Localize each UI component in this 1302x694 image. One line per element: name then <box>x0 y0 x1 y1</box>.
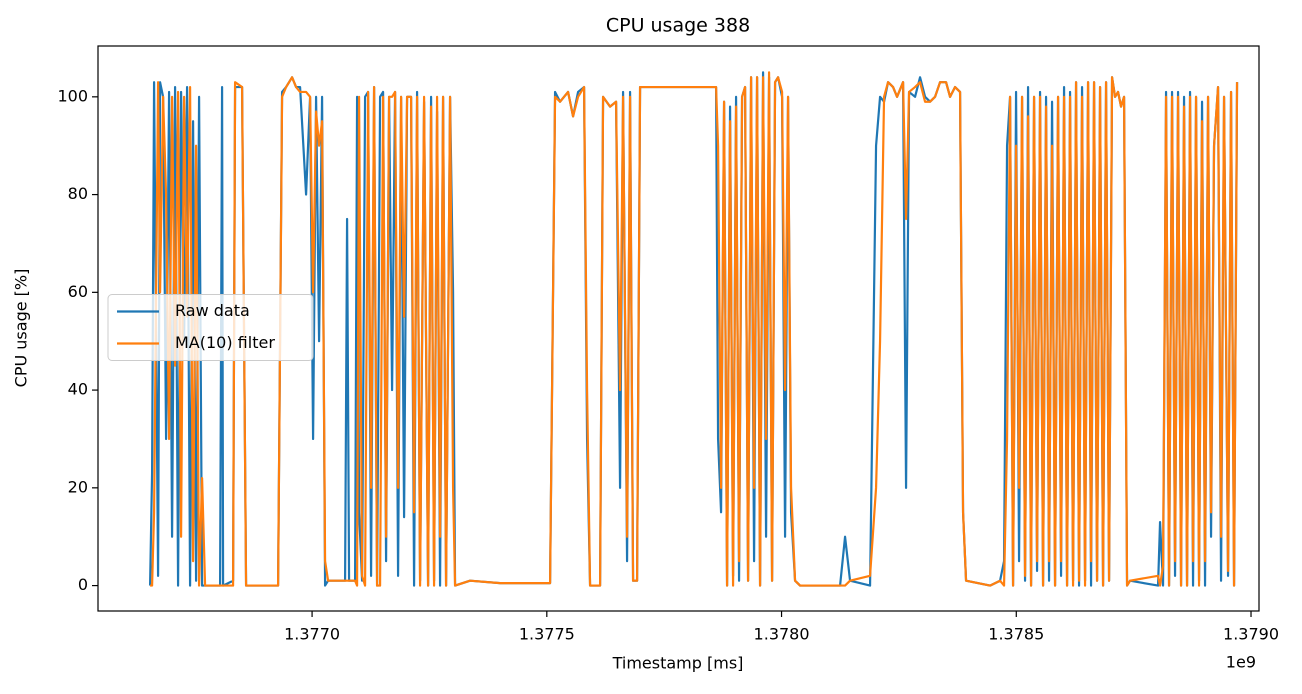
y-tick-label: 80 <box>68 184 88 203</box>
x-offset-label: 1e9 <box>1226 653 1256 672</box>
axes-frame <box>97 45 1260 612</box>
legend-box <box>107 294 314 361</box>
y-tick-label: 100 <box>57 86 88 105</box>
y-axis-label: CPU usage [%] <box>12 269 31 388</box>
x-tick-label: 1.3785 <box>988 625 1044 644</box>
chart-title: CPU usage 388 <box>606 15 750 37</box>
x-tick-label: 1.3780 <box>754 625 810 644</box>
legend-label: Raw data <box>175 301 250 320</box>
series-line <box>150 71 1239 587</box>
x-tick-label: 1.3790 <box>1223 625 1279 644</box>
legend-label: MA(10) filter <box>175 333 275 352</box>
y-tick-label: 20 <box>68 477 88 496</box>
y-tick-label: 0 <box>78 575 88 594</box>
x-tick-label: 1.3770 <box>284 625 340 644</box>
x-axis-label: Timestamp [ms] <box>612 654 744 673</box>
y-tick-label: 60 <box>68 282 88 301</box>
y-tick-label: 40 <box>68 380 88 399</box>
x-tick-label: 1.3775 <box>519 625 575 644</box>
